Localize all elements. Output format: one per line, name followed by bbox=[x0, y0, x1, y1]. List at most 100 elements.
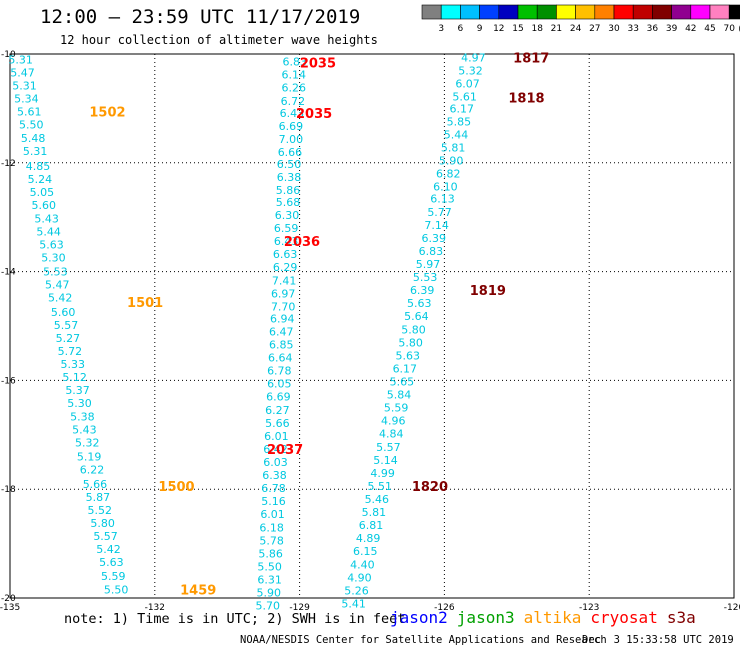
wave-height-value: 5.44 bbox=[444, 129, 469, 142]
wave-height-value: 5.57 bbox=[54, 319, 79, 332]
wave-height-value: 5.43 bbox=[34, 212, 59, 225]
wave-height-value: 5.85 bbox=[447, 115, 472, 128]
wave-height-value: 5.32 bbox=[458, 64, 483, 77]
colorbar-label: 15 bbox=[512, 24, 523, 34]
wave-height-value: 6.72 bbox=[281, 95, 306, 108]
wave-height-value: 6.69 bbox=[279, 120, 304, 133]
wave-height-value: 7.00 bbox=[279, 133, 304, 146]
y-tick-label: -16 bbox=[1, 376, 16, 386]
wave-height-value: 6.43 bbox=[274, 235, 299, 248]
wave-height-value: 6.50 bbox=[277, 158, 302, 171]
wave-height-value: 5.60 bbox=[32, 199, 57, 212]
wave-height-value: 4.84 bbox=[379, 428, 404, 441]
wave-height-value: 6.43 bbox=[280, 107, 305, 120]
wave-height-value: 5.52 bbox=[88, 504, 113, 517]
colorbar-label: 9 bbox=[477, 24, 483, 34]
wave-height-value: 5.57 bbox=[376, 441, 401, 454]
colorbar-label: 27 bbox=[589, 24, 600, 34]
wave-height-value: 5.16 bbox=[261, 495, 286, 508]
x-tick-label: -129 bbox=[289, 603, 310, 610]
wave-height-value: 5.43 bbox=[72, 423, 97, 436]
colorbar-label: 39 bbox=[666, 24, 678, 34]
wave-height-value: 5.31 bbox=[12, 80, 37, 93]
footer-note: note: 1) Time is in UTC; 2) SWH is in fe… bbox=[64, 611, 406, 627]
time-label: 2035 bbox=[300, 57, 336, 72]
time-label: 1459 bbox=[180, 583, 216, 598]
track-s3a: 4.975.326.075.616.175.855.445.815.906.82… bbox=[341, 51, 549, 610]
wave-height-value: 5.46 bbox=[365, 493, 390, 506]
track-altika: 5.315.475.315.345.615.505.485.314.855.24… bbox=[8, 53, 216, 598]
wave-height-value: 5.12 bbox=[62, 371, 87, 384]
wave-height-value: 5.78 bbox=[259, 534, 284, 547]
wave-height-value: 5.86 bbox=[258, 547, 283, 560]
wave-height-value: 5.27 bbox=[56, 332, 81, 345]
wave-height-value: 4.96 bbox=[381, 415, 406, 428]
wave-height-value: 5.80 bbox=[401, 323, 426, 336]
wave-height-value: 5.50 bbox=[257, 560, 282, 573]
legend-item-jason2: jason2 bbox=[390, 608, 448, 627]
plot-frame bbox=[9, 53, 735, 599]
wave-height-value: 5.47 bbox=[10, 66, 35, 79]
wave-height-value: 6.97 bbox=[271, 287, 296, 300]
wave-height-value: 5.64 bbox=[404, 310, 429, 323]
x-tick-label: -123 bbox=[579, 603, 599, 610]
wave-height-value: 5.53 bbox=[413, 271, 438, 284]
colorbar-label: 24 bbox=[570, 24, 582, 34]
wave-height-value: 5.37 bbox=[65, 384, 90, 397]
wave-height-value: 5.63 bbox=[395, 349, 420, 362]
wave-height-value: 5.97 bbox=[416, 258, 441, 271]
wave-height-value: 5.59 bbox=[384, 402, 409, 415]
wave-height-value: 5.26 bbox=[344, 584, 369, 597]
wave-height-value: 5.65 bbox=[390, 375, 415, 388]
time-label: 1502 bbox=[89, 106, 125, 121]
wave-height-value: 5.63 bbox=[39, 238, 64, 251]
wave-height-value: 6.31 bbox=[257, 574, 282, 587]
wave-height-value: 6.03 bbox=[263, 456, 288, 469]
colorbar-label: 45 bbox=[704, 24, 715, 34]
time-label: 2035 bbox=[296, 107, 332, 122]
wave-height-value: 6.29 bbox=[273, 261, 298, 274]
wave-height-value: 6.85 bbox=[269, 338, 294, 351]
colorbar-unit: (ft) bbox=[738, 24, 740, 33]
wave-height-value: 5.53 bbox=[43, 266, 68, 279]
wave-height-value: 6.22 bbox=[80, 464, 105, 477]
wave-height-value: 6.17 bbox=[393, 362, 418, 375]
wave-height-value: 5.66 bbox=[83, 478, 108, 491]
y-tick-label: -20 bbox=[1, 594, 16, 604]
wave-height-value: 6.10 bbox=[433, 181, 458, 194]
wave-height-value: 5.44 bbox=[36, 225, 61, 238]
wave-height-value: 5.80 bbox=[90, 517, 115, 530]
timestamp-text: Dec 3 15:33:58 UTC 2019 bbox=[582, 634, 734, 646]
wave-height-value: 6.18 bbox=[259, 521, 284, 534]
wave-height-value: 5.90 bbox=[439, 155, 464, 168]
wave-height-value: 6.78 bbox=[267, 365, 292, 378]
wave-height-value: 6.27 bbox=[265, 404, 290, 417]
wave-height-value: 5.32 bbox=[75, 436, 100, 449]
wave-height-value: 4.97 bbox=[461, 51, 486, 64]
wave-height-value: 5.24 bbox=[28, 173, 53, 186]
wave-height-value: 5.81 bbox=[362, 506, 387, 519]
wave-height-value: 6.69 bbox=[266, 391, 291, 404]
wave-height-value: 6.83 bbox=[419, 245, 444, 258]
wave-height-value: 6.26 bbox=[282, 82, 307, 95]
y-tick-label: -18 bbox=[1, 485, 16, 495]
wave-height-value: 4.89 bbox=[356, 532, 381, 545]
wave-height-value: 5.63 bbox=[407, 297, 432, 310]
wave-height-value: 6.17 bbox=[450, 102, 475, 115]
time-label: 1819 bbox=[470, 284, 506, 299]
wave-height-value: 5.38 bbox=[70, 410, 95, 423]
x-tick-label: -120 bbox=[724, 603, 740, 610]
wave-height-value: 6.30 bbox=[275, 209, 300, 222]
colorbar-label: 18 bbox=[531, 24, 543, 34]
wave-height-value: 5.68 bbox=[276, 196, 301, 209]
wave-height-value: 5.87 bbox=[86, 491, 111, 504]
wave-height-value: 5.48 bbox=[21, 132, 46, 145]
wave-height-value: 5.84 bbox=[387, 389, 412, 402]
wave-height-value: 5.19 bbox=[77, 451, 102, 464]
y-tick-label: -12 bbox=[1, 159, 16, 169]
wave-height-value: 5.72 bbox=[58, 345, 83, 358]
legend-item-altika: altika bbox=[523, 608, 582, 627]
colorbar-label: 30 bbox=[608, 24, 620, 34]
wave-height-value: 6.14 bbox=[282, 69, 307, 82]
wave-height-value: 5.81 bbox=[441, 142, 466, 155]
